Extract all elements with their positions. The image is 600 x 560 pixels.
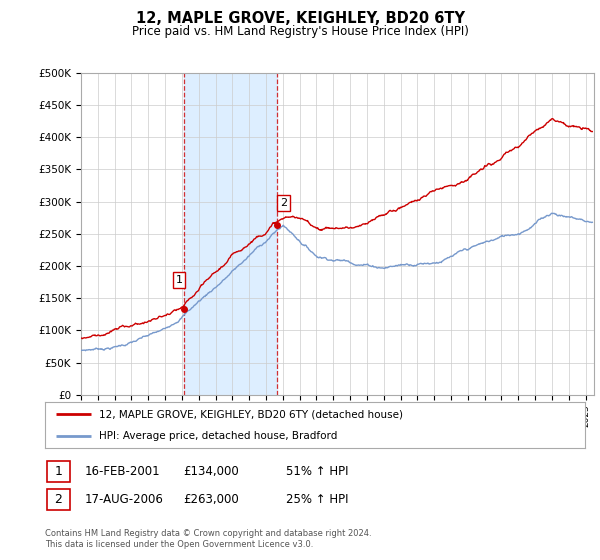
Text: Price paid vs. HM Land Registry's House Price Index (HPI): Price paid vs. HM Land Registry's House … — [131, 25, 469, 38]
Text: 1: 1 — [176, 275, 182, 284]
Text: 2: 2 — [280, 198, 287, 208]
Text: 12, MAPLE GROVE, KEIGHLEY, BD20 6TY (detached house): 12, MAPLE GROVE, KEIGHLEY, BD20 6TY (det… — [99, 409, 403, 419]
Bar — [184, 73, 277, 395]
Text: 1: 1 — [54, 465, 62, 478]
Text: 17-AUG-2006: 17-AUG-2006 — [85, 493, 163, 506]
Text: £134,000: £134,000 — [184, 465, 239, 478]
Text: 51% ↑ HPI: 51% ↑ HPI — [286, 465, 348, 478]
Text: Contains HM Land Registry data © Crown copyright and database right 2024.
This d: Contains HM Land Registry data © Crown c… — [45, 529, 371, 549]
Text: 16-FEB-2001: 16-FEB-2001 — [85, 465, 160, 478]
Text: 12, MAPLE GROVE, KEIGHLEY, BD20 6TY: 12, MAPLE GROVE, KEIGHLEY, BD20 6TY — [136, 11, 464, 26]
Text: 25% ↑ HPI: 25% ↑ HPI — [286, 493, 348, 506]
Text: £263,000: £263,000 — [184, 493, 239, 506]
Text: 2: 2 — [54, 493, 62, 506]
Text: HPI: Average price, detached house, Bradford: HPI: Average price, detached house, Brad… — [99, 431, 337, 441]
